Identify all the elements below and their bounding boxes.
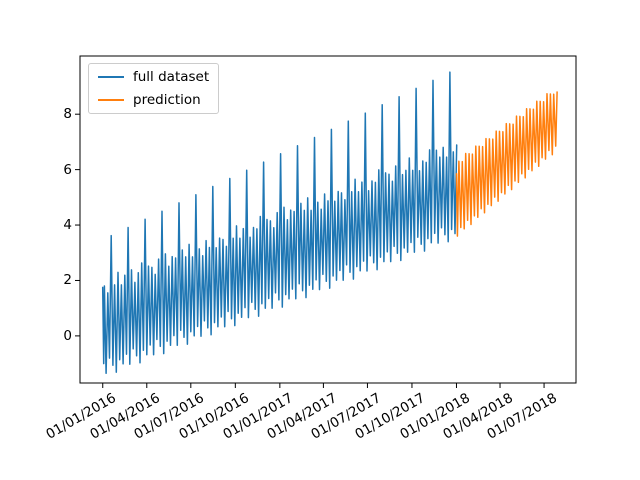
prediction-line-swatch <box>98 99 124 101</box>
series-line-prediction <box>455 91 558 237</box>
y-tick-label: 6 <box>63 161 72 178</box>
y-tick-label: 2 <box>63 272 72 289</box>
y-tick-label: 8 <box>63 106 72 123</box>
axes-frame <box>79 55 577 384</box>
series-line-full-dataset <box>101 71 458 375</box>
legend: full dataset prediction <box>88 63 220 114</box>
full-dataset-line-swatch <box>98 76 124 78</box>
y-tick-label: 4 <box>63 217 72 234</box>
legend-item-prediction: prediction <box>98 92 209 108</box>
y-tick-label: 0 <box>63 327 72 344</box>
legend-item-full-dataset: full dataset <box>98 69 209 85</box>
legend-label-full-dataset: full dataset <box>133 69 210 85</box>
legend-label-prediction: prediction <box>133 92 201 108</box>
